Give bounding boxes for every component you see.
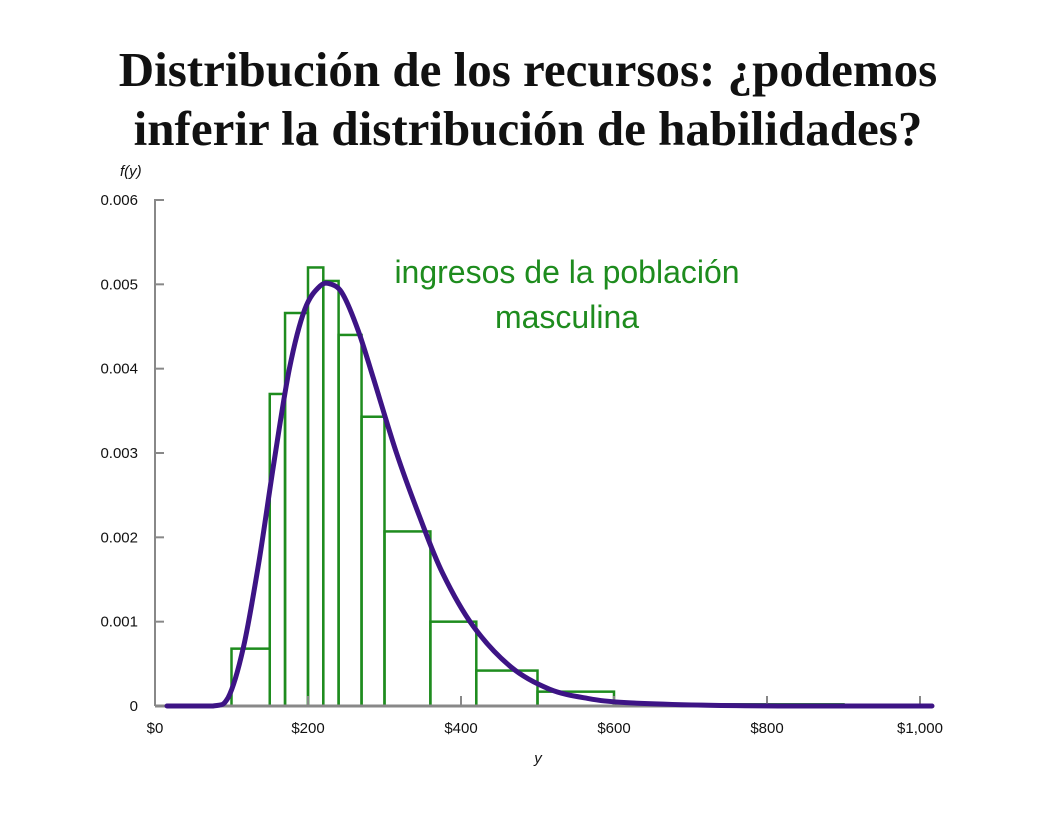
y-tick-label-4: 0.004 bbox=[100, 361, 138, 378]
title-line-1: Distribución de los recursos: ¿podemos bbox=[118, 42, 938, 97]
x-tick-label-2: $400 bbox=[444, 720, 477, 737]
density-curve bbox=[164, 280, 935, 709]
annotation-line-1: ingresos de la población bbox=[394, 254, 739, 290]
y-tick-label-5: 0.005 bbox=[100, 276, 138, 293]
x-axis-label: y bbox=[533, 750, 543, 767]
y-tick-label-2: 0.002 bbox=[100, 529, 138, 546]
histogram-bar-8 bbox=[383, 530, 432, 708]
histogram-bar-4 bbox=[306, 266, 325, 708]
histogram-bar-10 bbox=[475, 669, 539, 708]
x-tick-label-1: $200 bbox=[291, 720, 324, 737]
x-tick-label-5: $1,000 bbox=[897, 720, 943, 737]
y-tick-label-0: 0 bbox=[130, 698, 138, 715]
histogram-bar-9 bbox=[429, 620, 478, 708]
page-title: Distribución de los recursos: ¿podemos i… bbox=[0, 40, 1056, 158]
y-axis-label: f(y) bbox=[120, 163, 142, 180]
y-tick-label-6: 0.006 bbox=[100, 192, 138, 209]
x-tick-label-3: $600 bbox=[597, 720, 630, 737]
histogram-bar-7 bbox=[360, 415, 386, 708]
tick-labels: 0 0.001 0.002 0.003 0.004 0.005 0.006 $0 $200 $40… bbox=[100, 192, 942, 737]
y-tick-label-3: 0.003 bbox=[100, 445, 138, 462]
histogram-bar-5 bbox=[322, 279, 340, 708]
title-line-2: inferir la distribución de habilidades? bbox=[133, 101, 923, 156]
histogram-bar-6 bbox=[337, 333, 363, 708]
annotation-line-2: masculina bbox=[495, 299, 639, 335]
x-tick-label-4: $800 bbox=[750, 720, 783, 737]
y-tick-label-1: 0.001 bbox=[100, 614, 138, 631]
x-tick-label-0: $0 bbox=[147, 720, 164, 737]
